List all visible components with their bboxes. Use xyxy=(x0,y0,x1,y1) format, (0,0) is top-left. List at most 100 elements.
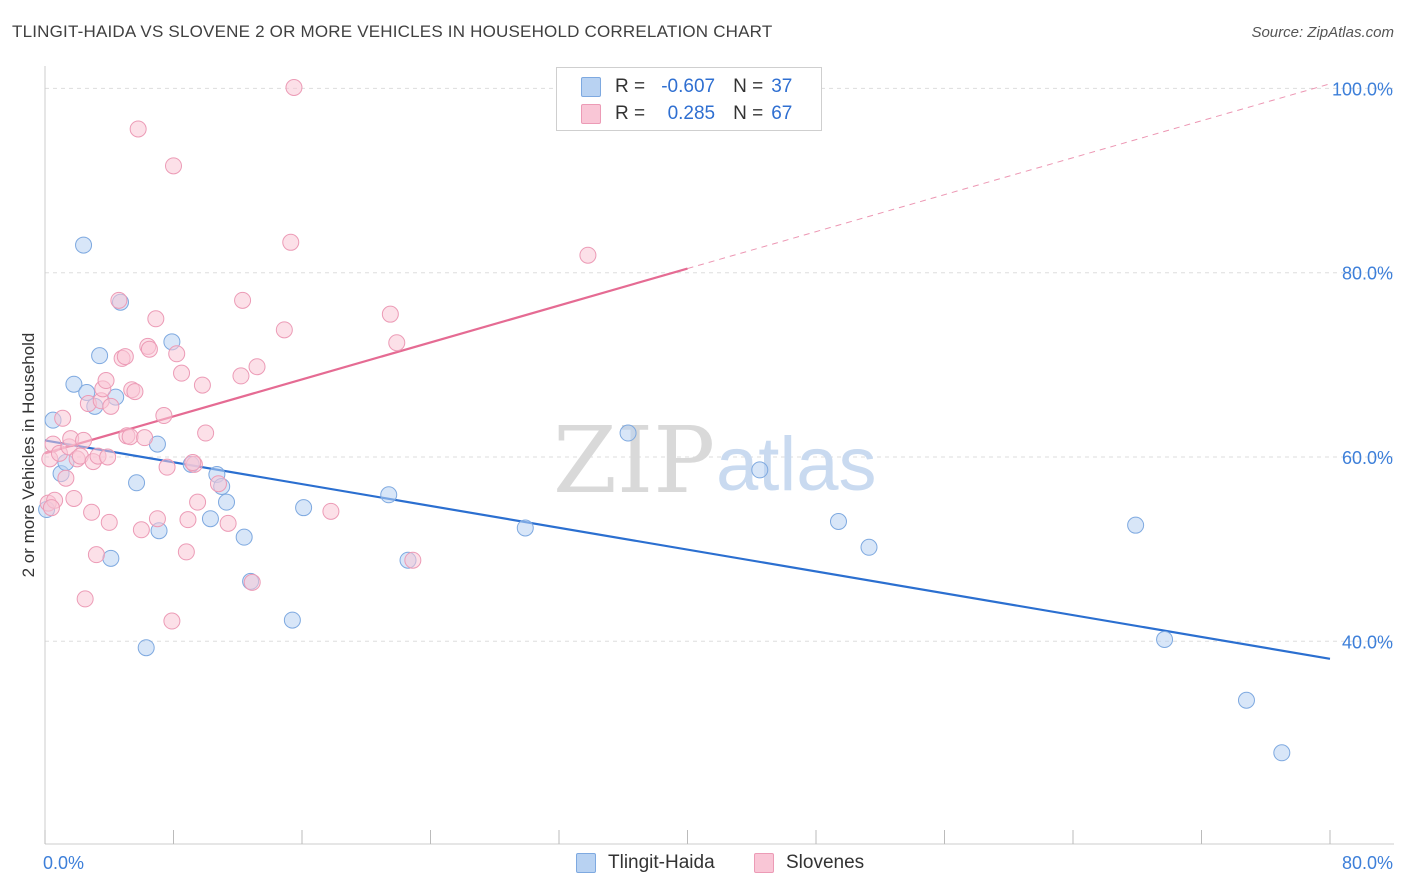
legend-r-label: R = xyxy=(615,103,646,124)
data-point xyxy=(751,461,769,479)
data-point xyxy=(322,502,340,520)
data-point xyxy=(147,310,165,328)
data-point xyxy=(283,611,301,629)
legend-row-tlingit: R = -0.607 N = 37 xyxy=(581,74,792,100)
data-point xyxy=(65,489,83,507)
data-point xyxy=(158,458,176,476)
trend-line xyxy=(44,439,1331,660)
pink-swatch-icon xyxy=(754,853,774,873)
data-point xyxy=(116,348,134,366)
trend-line xyxy=(44,267,688,455)
data-point xyxy=(76,590,94,608)
data-point xyxy=(57,469,75,487)
data-point xyxy=(65,375,83,393)
data-point xyxy=(516,519,534,537)
legend-label: Slovenes xyxy=(786,852,865,873)
data-point xyxy=(219,514,237,532)
data-point xyxy=(137,639,155,657)
data-point xyxy=(168,345,186,363)
blue-swatch-icon xyxy=(576,853,596,873)
y-tick-label: 40.0% xyxy=(1342,632,1393,652)
series-legend: Tlingit-Haida Slovenes xyxy=(0,852,1406,878)
data-point xyxy=(177,543,195,561)
watermark: ZIP atlas xyxy=(553,407,877,514)
data-point xyxy=(829,513,847,530)
scatter-points xyxy=(38,79,1291,762)
watermark-atlas: atlas xyxy=(716,422,877,507)
data-point xyxy=(110,291,128,309)
data-point xyxy=(248,358,266,376)
data-point xyxy=(579,246,597,264)
data-point xyxy=(129,120,147,138)
y-tick-label: 80.0% xyxy=(1342,264,1393,284)
y-tick-label: 100.0% xyxy=(1332,79,1393,99)
data-point xyxy=(140,340,158,358)
data-point xyxy=(234,291,252,309)
data-point xyxy=(1127,516,1145,534)
data-point xyxy=(189,493,207,511)
data-point xyxy=(1156,630,1174,648)
data-point xyxy=(193,376,211,394)
data-point xyxy=(97,372,115,390)
data-point xyxy=(136,429,154,447)
data-point xyxy=(148,510,166,528)
data-point xyxy=(295,499,313,517)
data-point xyxy=(155,407,173,425)
legend-n-value: 37 xyxy=(771,76,793,97)
data-point xyxy=(209,475,227,493)
y-tick-label: 60.0% xyxy=(1342,448,1393,468)
data-point xyxy=(218,493,236,511)
data-point xyxy=(91,347,109,365)
x-tick-label: 0.0% xyxy=(43,853,84,873)
tick-labels: 40.0% 60.0% 80.0% 100.0% 0.0% 80.0% xyxy=(43,79,1393,873)
data-point xyxy=(1237,691,1255,709)
data-point xyxy=(179,511,197,529)
data-point xyxy=(860,538,878,556)
trend-lines xyxy=(44,83,1331,660)
y-axis-title: 2 or more Vehicles in Household xyxy=(19,333,38,578)
data-point xyxy=(275,321,293,339)
data-point xyxy=(121,428,139,446)
data-point xyxy=(282,233,300,251)
data-point xyxy=(102,397,120,415)
watermark-zip: ZIP xyxy=(553,407,715,514)
data-point xyxy=(380,486,398,504)
chart-title: TLINGIT-HAIDA VS SLOVENE 2 OR MORE VEHIC… xyxy=(12,22,773,41)
data-point xyxy=(197,424,215,442)
data-point xyxy=(75,431,93,449)
data-point xyxy=(173,364,191,382)
data-point xyxy=(232,367,250,385)
legend-item-tlingit-haida[interactable]: Tlingit-Haida xyxy=(576,852,715,874)
data-point xyxy=(126,383,144,401)
data-point xyxy=(83,503,101,521)
data-point xyxy=(132,521,150,539)
data-point xyxy=(54,409,72,427)
data-point xyxy=(381,305,399,323)
data-point xyxy=(619,424,637,442)
data-point xyxy=(1273,744,1291,762)
data-point xyxy=(100,513,118,531)
legend-n-value: 67 xyxy=(771,103,793,124)
data-point xyxy=(163,612,181,630)
data-point xyxy=(75,236,93,254)
legend-r-value: 0.285 xyxy=(667,103,716,124)
data-point xyxy=(404,551,422,569)
data-point xyxy=(102,549,120,567)
legend-item-slovenes[interactable]: Slovenes xyxy=(754,852,864,874)
data-point xyxy=(285,79,303,97)
data-point xyxy=(128,474,146,492)
data-point xyxy=(42,499,60,517)
data-point xyxy=(388,334,406,352)
data-point xyxy=(235,528,253,546)
legend-label: Tlingit-Haida xyxy=(608,852,715,873)
legend-row-slovenes: R = 0.285 N = 67 xyxy=(581,101,792,127)
pink-swatch-icon xyxy=(581,104,601,124)
legend-n-label: N = xyxy=(733,76,764,97)
grid-lines xyxy=(45,87,1394,642)
data-point xyxy=(165,157,182,175)
correlation-legend: R = -0.607 N = 37 R = 0.285 N = 67 xyxy=(556,67,822,131)
legend-r-label: R = xyxy=(615,76,646,97)
data-point xyxy=(243,573,261,591)
source-label: Source: ZipAtlas.com xyxy=(1251,24,1394,41)
